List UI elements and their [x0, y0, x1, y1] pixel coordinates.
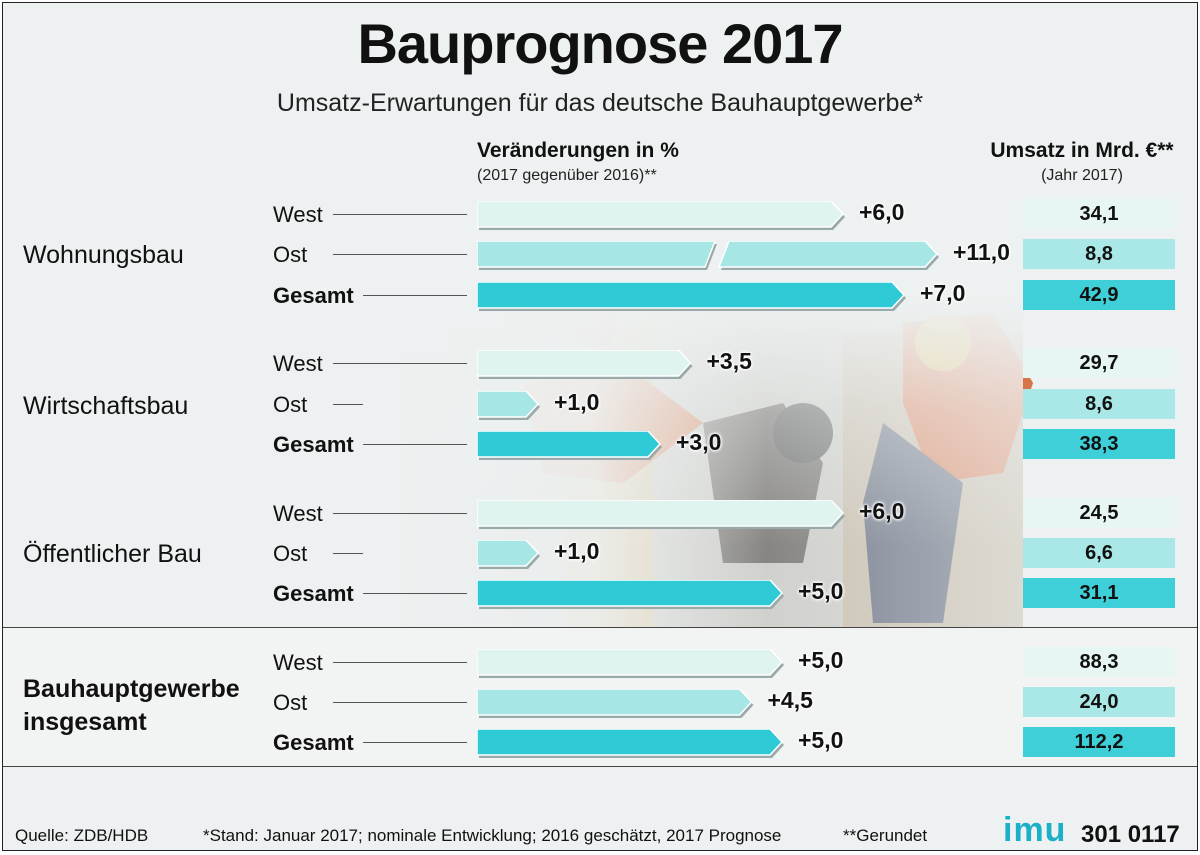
bar-gesamt — [477, 282, 906, 311]
bar-ost — [477, 241, 939, 270]
bar-shape — [477, 540, 540, 567]
revenue-value: 24,5 — [1023, 498, 1175, 528]
bar-value-label: +6,0 — [859, 498, 905, 524]
row-label-west: West — [273, 351, 323, 376]
leader-line — [333, 214, 467, 215]
revenue-value: 38,3 — [1023, 429, 1175, 459]
group-label-wirtschaftsbau: Wirtschaftsbau — [23, 392, 189, 420]
leader-line — [333, 363, 467, 364]
bar-value-label: +3,5 — [706, 348, 752, 374]
leader-line — [363, 742, 467, 743]
bar-shape — [477, 241, 716, 268]
bar-value-label: +1,0 — [554, 389, 600, 415]
row-label-west: West — [273, 650, 323, 675]
group-label-oeffentlicher-bau: Öffentlicher Bau — [23, 540, 202, 568]
bar-ost — [477, 689, 754, 718]
bar-value-label: +5,0 — [798, 727, 844, 753]
group-label-line-2: insgesamt — [23, 708, 147, 736]
bar-west — [477, 500, 845, 529]
footnote: *Stand: Januar 2017; nominale Entwicklun… — [203, 826, 782, 845]
revenue-value: 34,1 — [1023, 199, 1175, 229]
revenue-value: 29,7 — [1023, 348, 1175, 378]
bar-shape — [477, 649, 784, 676]
bar-value-label: +1,0 — [554, 538, 600, 564]
bar-value-label: +4,5 — [767, 687, 813, 713]
bar-gesamt — [477, 729, 784, 758]
bar-shape — [477, 201, 845, 228]
page-title: Bauprognose 2017 — [357, 12, 843, 75]
bar-shape — [477, 580, 784, 607]
bar-shape — [477, 431, 662, 458]
group-label-line-1: Bauhauptgewerbe — [23, 675, 240, 703]
bar-shape — [477, 282, 906, 309]
bar-shape — [717, 241, 939, 268]
row-label-west: West — [273, 501, 323, 526]
revenue-value: 42,9 — [1023, 280, 1175, 310]
source-note: Quelle: ZDB/HDB — [15, 826, 149, 845]
bar-value-label: +6,0 — [859, 199, 905, 225]
row-label-gesamt: Gesamt — [273, 730, 354, 755]
leader-line — [333, 513, 467, 514]
revenue-value: 6,6 — [1023, 538, 1175, 568]
row-label-ost: Ost — [273, 541, 308, 566]
imu-logo: imu — [1003, 811, 1067, 849]
leader-line — [363, 295, 467, 296]
bar-shape — [477, 391, 540, 418]
bar-west — [477, 201, 845, 230]
leader-line — [333, 254, 467, 255]
bar-gesamt — [477, 431, 662, 460]
row-label-west: West — [273, 202, 323, 227]
bar-shape — [477, 729, 784, 756]
bar-value-label: +3,0 — [676, 429, 722, 455]
bar-shape — [477, 350, 692, 377]
bar-value-label: +5,0 — [798, 578, 844, 604]
row-label-gesamt: Gesamt — [273, 581, 354, 606]
row-label-ost: Ost — [273, 690, 308, 715]
bar-west — [477, 350, 693, 379]
graphic-code: 301 0117 — [1081, 821, 1180, 848]
row-label-ost: Ost — [273, 392, 308, 417]
leader-line — [333, 702, 467, 703]
bar-ost — [477, 540, 540, 569]
leader-line — [333, 553, 363, 554]
revenue-value: 112,2 — [1023, 727, 1175, 757]
row-label-gesamt: Gesamt — [273, 432, 354, 457]
revenue-value: 31,1 — [1023, 578, 1175, 608]
revenue-value: 8,6 — [1023, 389, 1175, 419]
leader-line — [333, 404, 363, 405]
bar-ost — [477, 391, 540, 420]
leader-line — [363, 444, 467, 445]
revenue-column-header: Umsatz in Mrd. €** — [990, 139, 1174, 162]
bar-value-label: +7,0 — [920, 280, 966, 306]
bar-shape — [477, 689, 753, 716]
row-label-ost: Ost — [273, 242, 308, 267]
leader-line — [333, 662, 467, 663]
bar-gesamt — [477, 580, 784, 609]
group-label-wohnungsbau: Wohnungsbau — [23, 241, 184, 269]
leader-line — [363, 593, 467, 594]
page-subtitle: Umsatz-Erwartungen für das deutsche Bauh… — [276, 89, 924, 117]
revenue-value: 8,8 — [1023, 239, 1175, 269]
change-column-subheader: (2017 gegenüber 2016)** — [477, 167, 657, 184]
bar-shape — [477, 500, 845, 527]
bar-west — [477, 649, 784, 678]
bar-value-label: +5,0 — [798, 647, 844, 673]
row-label-gesamt: Gesamt — [273, 283, 354, 308]
footnote-rounded: **Gerundet — [843, 826, 928, 845]
revenue-column-subheader: (Jahr 2017) — [1041, 167, 1123, 184]
change-column-header: Veränderungen in % — [477, 139, 679, 162]
bar-value-label: +11,0 — [953, 239, 1010, 265]
revenue-value: 24,0 — [1023, 687, 1175, 717]
revenue-value: 88,3 — [1023, 647, 1175, 677]
group-label-bauhauptgewerbe: Bauhauptgewerbe insgesamt — [23, 673, 240, 739]
